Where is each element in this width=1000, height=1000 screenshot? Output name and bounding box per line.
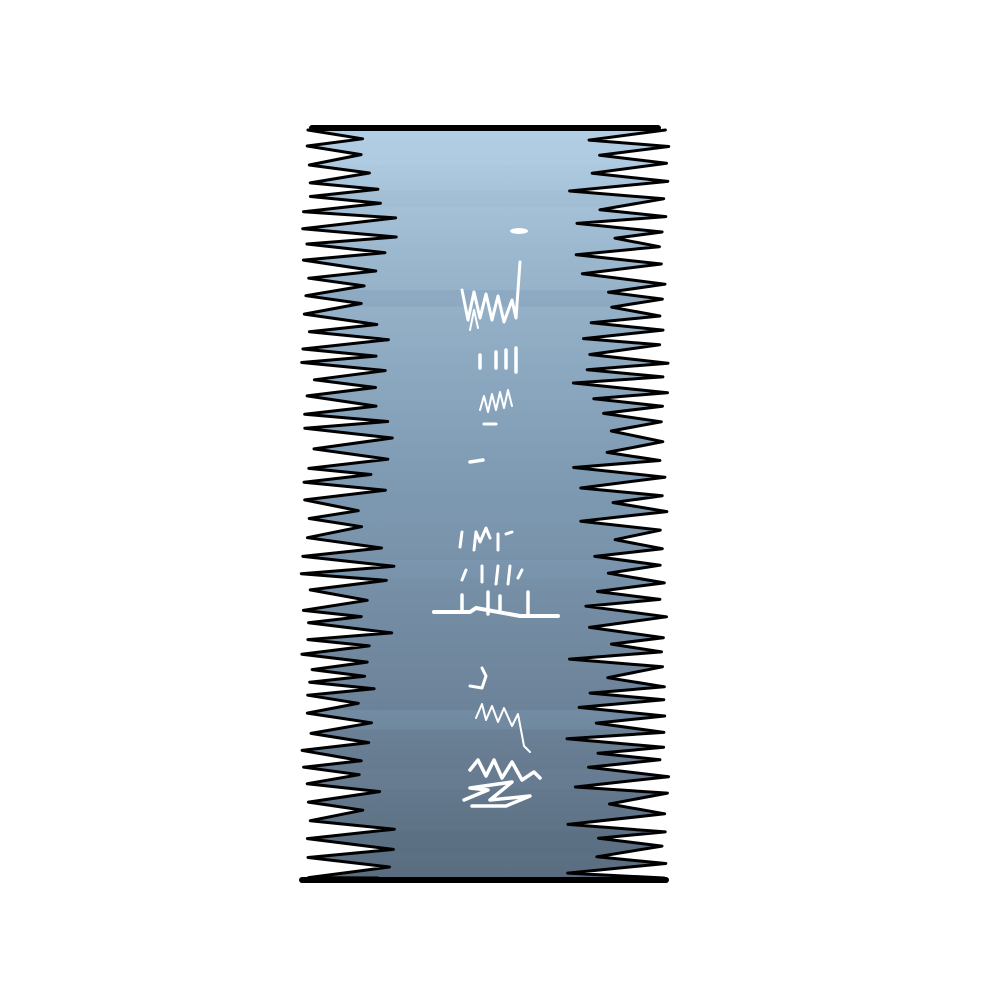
shade-band bbox=[302, 770, 666, 790]
highlight-zigzag bbox=[468, 758, 542, 782]
highlight-squiggle bbox=[475, 703, 531, 753]
shade-bands bbox=[302, 150, 666, 854]
highlight-long-stroke bbox=[432, 606, 560, 618]
highlight-squiggle bbox=[458, 526, 514, 552]
highlight-dashes bbox=[478, 346, 518, 374]
white-highlight-strokes bbox=[432, 228, 560, 808]
highlight-dash bbox=[468, 458, 485, 464]
highlight-squiggle bbox=[479, 389, 513, 413]
right-zigzag-outline bbox=[565, 128, 671, 880]
shade-band bbox=[302, 245, 666, 260]
highlight-dot bbox=[510, 228, 528, 234]
highlight-hook bbox=[468, 666, 488, 690]
shade-band bbox=[302, 150, 666, 166]
highlight-zigzag bbox=[462, 780, 532, 808]
highlight-squiggle bbox=[460, 260, 522, 324]
left-zigzag-outline bbox=[299, 128, 398, 880]
shade-band bbox=[302, 830, 666, 854]
shade-band bbox=[302, 710, 666, 730]
shade-band bbox=[302, 190, 666, 208]
highlight-squiggle bbox=[460, 564, 524, 586]
column-fill bbox=[302, 130, 666, 878]
highlight-dashes bbox=[460, 590, 530, 616]
highlight-squiggle bbox=[469, 309, 479, 331]
